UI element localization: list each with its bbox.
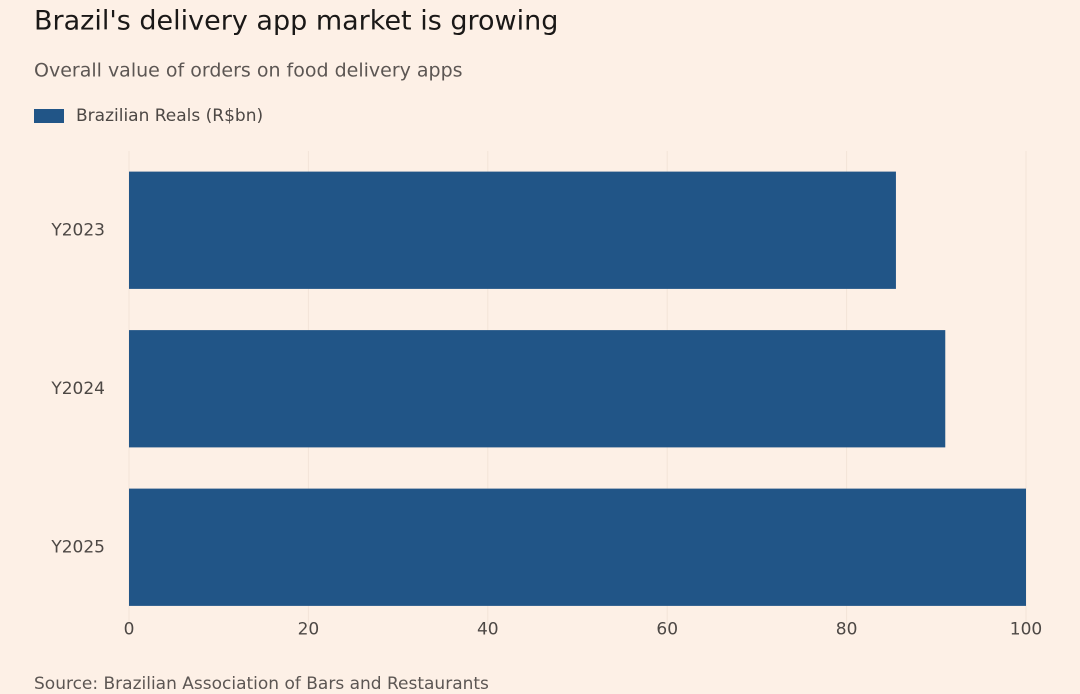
legend-label: Brazilian Reals (R$bn) bbox=[76, 106, 263, 126]
y-tick-label: Y2025 bbox=[50, 537, 105, 557]
chart-title: Brazil's delivery app market is growing bbox=[34, 6, 558, 37]
x-tick-label: 100 bbox=[1010, 620, 1042, 640]
bar bbox=[129, 171, 896, 289]
x-tick-label: 60 bbox=[656, 620, 678, 640]
y-tick-label: Y2024 bbox=[50, 379, 105, 399]
legend-swatch bbox=[34, 109, 64, 123]
x-tick-label: 40 bbox=[477, 620, 499, 640]
y-tick-label: Y2023 bbox=[50, 220, 105, 240]
x-tick-label: 80 bbox=[836, 620, 858, 640]
source-note: Source: Brazilian Association of Bars an… bbox=[34, 674, 489, 694]
chart-subtitle: Overall value of orders on food delivery… bbox=[34, 60, 463, 82]
x-tick-label: 20 bbox=[298, 620, 320, 640]
x-tick-label: 0 bbox=[124, 620, 135, 640]
bar bbox=[129, 488, 1026, 606]
bar bbox=[129, 330, 946, 448]
